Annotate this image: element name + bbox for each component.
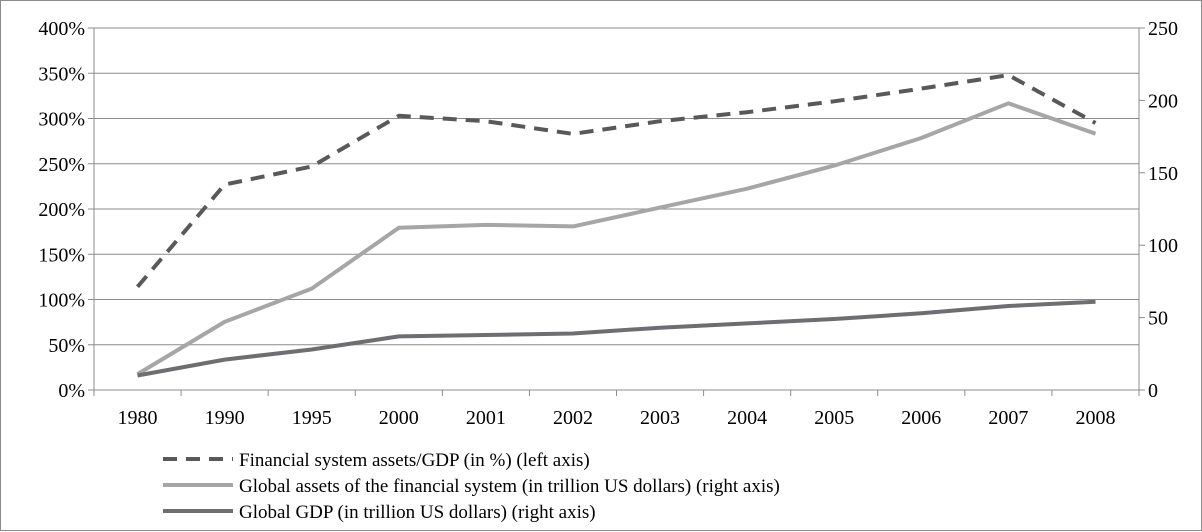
legend-label: Global assets of the financial system (i… xyxy=(239,476,780,497)
series-line xyxy=(137,299,1096,378)
x-tick-label: 2001 xyxy=(466,407,506,429)
right-tick-label: 50 xyxy=(1148,308,1168,330)
right-tick-label: 150 xyxy=(1148,163,1178,185)
series-layer xyxy=(135,73,1097,378)
series-line xyxy=(136,101,1097,376)
left-tick-label: 350% xyxy=(38,63,85,85)
left-tick-label: 300% xyxy=(38,109,85,131)
x-tick-label: 2002 xyxy=(553,407,593,429)
legend: Financial system assets/GDP (in %) (left… xyxy=(163,450,780,523)
left-tick-label: 0% xyxy=(58,380,85,402)
x-tick-label: 2008 xyxy=(1075,407,1115,429)
right-tick-label: 100 xyxy=(1148,235,1178,257)
left-tick-label: 250% xyxy=(38,154,85,176)
gridlines xyxy=(94,27,1139,346)
axes: 0% 50% 100% 150% 200% 250% 300% 350% 400% 0 50 100 1… xyxy=(38,18,1178,429)
right-tick-label: 200 xyxy=(1148,90,1178,112)
left-tick-label: 150% xyxy=(38,244,85,266)
x-tick-label: 2000 xyxy=(379,407,419,429)
x-tick-label: 2005 xyxy=(814,407,854,429)
left-tick-label: 200% xyxy=(38,199,85,221)
left-tick-label: 50% xyxy=(48,335,85,357)
x-tick-label: 2004 xyxy=(727,407,767,429)
x-tick-label: 1990 xyxy=(205,407,245,429)
legend-label: Global GDP (in trillion US dollars) (rig… xyxy=(239,502,596,523)
x-tick-label: 1995 xyxy=(292,407,332,429)
x-tick-label: 2007 xyxy=(988,407,1028,429)
right-tick-label: 250 xyxy=(1148,18,1178,40)
legend-label: Financial system assets/GDP (in %) (left… xyxy=(239,450,590,471)
x-tick-label: 2006 xyxy=(901,407,941,429)
left-tick-label: 400% xyxy=(38,18,85,40)
x-tick-label: 2003 xyxy=(640,407,680,429)
series-line xyxy=(135,73,1097,289)
left-tick-label: 100% xyxy=(38,290,85,312)
x-tick-label: 1980 xyxy=(118,407,158,429)
right-tick-label: 0 xyxy=(1148,380,1158,402)
